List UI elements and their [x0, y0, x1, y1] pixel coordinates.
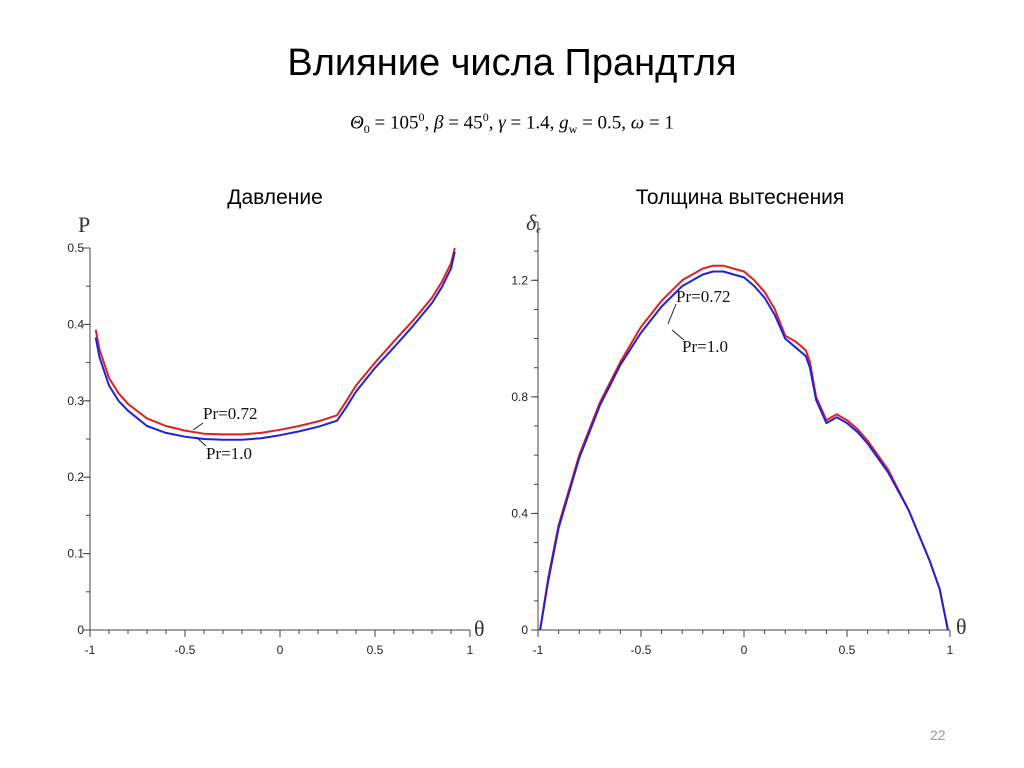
x-tick-label: 0.5 — [839, 643, 856, 657]
y-tick-label: 0.5 — [67, 241, 84, 255]
omega-symbol: ω — [630, 112, 645, 134]
y-axis-symbol: δ — [526, 210, 537, 235]
annotation-label: Pr=0.72 — [203, 404, 257, 423]
y-tick-label: 0.1 — [67, 547, 84, 561]
y-tick-label: 0 — [77, 623, 84, 637]
annotation-leader — [195, 436, 207, 447]
x-tick-label: -0.5 — [175, 643, 196, 657]
y-tick-label: 0 — [521, 623, 528, 637]
x-axis-name: θ — [474, 616, 485, 641]
beta-value: = 45 — [443, 112, 483, 134]
x-tick-label: -0.5 — [631, 643, 652, 657]
theta-symbol: Θ — [350, 112, 364, 134]
chart-title-displacement: Толщина вытеснения — [635, 186, 845, 209]
annotation-leader — [192, 422, 204, 431]
annotation-leader — [671, 329, 685, 341]
page-number: 22 — [930, 727, 946, 743]
x-tick-label: 0 — [277, 643, 284, 657]
g-symbol: g — [559, 112, 569, 134]
separator: , — [424, 112, 434, 134]
y-tick-label: 0.3 — [67, 394, 84, 408]
omega-value: = 1 — [644, 112, 674, 134]
series-line-pr-0-72 — [94, 247, 456, 436]
gamma-symbol: γ — [498, 112, 506, 134]
separator: , — [488, 112, 499, 134]
x-tick-label: 1 — [467, 643, 474, 657]
series-line-pr-1-0 — [94, 251, 456, 441]
y-axis-name: P — [78, 212, 90, 237]
slide-title: Влияние числа Прандтля — [287, 42, 737, 84]
beta-superscript: 0 — [482, 110, 489, 124]
theta-subscript: 0 — [363, 122, 370, 137]
parameters-line: Θ0 = 1050, β = 450, γ = 1.4, gw = 0.5, ω… — [0, 110, 1024, 137]
annotation-label: Pr=1.0 — [206, 444, 252, 463]
x-tick-label: -1 — [533, 643, 544, 657]
y-tick-label: 0.4 — [67, 317, 84, 331]
g-subscript: w — [568, 122, 578, 137]
x-tick-label: 0.5 — [367, 643, 384, 657]
theta-superscript: 0 — [418, 110, 425, 124]
annotation-label: Pr=0.72 — [676, 287, 730, 306]
y-tick-label: 0.8 — [511, 390, 528, 404]
y-axis-subscript: e — [536, 225, 541, 236]
x-tick-label: 1 — [947, 643, 954, 657]
series-line-pr-0-72 — [539, 264, 949, 631]
y-tick-label: 0.4 — [511, 506, 528, 520]
gamma-value: = 1.4, — [505, 112, 560, 134]
y-tick-label: 1.2 — [511, 273, 528, 287]
y-axis-name: δe — [526, 210, 541, 236]
theta-value: = 105 — [369, 112, 419, 134]
x-tick-label: 0 — [741, 643, 748, 657]
y-tick-label: 0.2 — [67, 470, 84, 484]
series-line-pr-1-0 — [539, 270, 949, 631]
g-value: = 0.5, — [577, 112, 631, 134]
annotation-leader — [667, 303, 677, 325]
x-axis-name: θ — [956, 614, 967, 639]
chart-title-pressure: Давление — [227, 186, 323, 209]
beta-symbol: β — [434, 112, 444, 134]
x-tick-label: -1 — [85, 643, 96, 657]
annotation-label: Pr=1.0 — [682, 337, 728, 356]
